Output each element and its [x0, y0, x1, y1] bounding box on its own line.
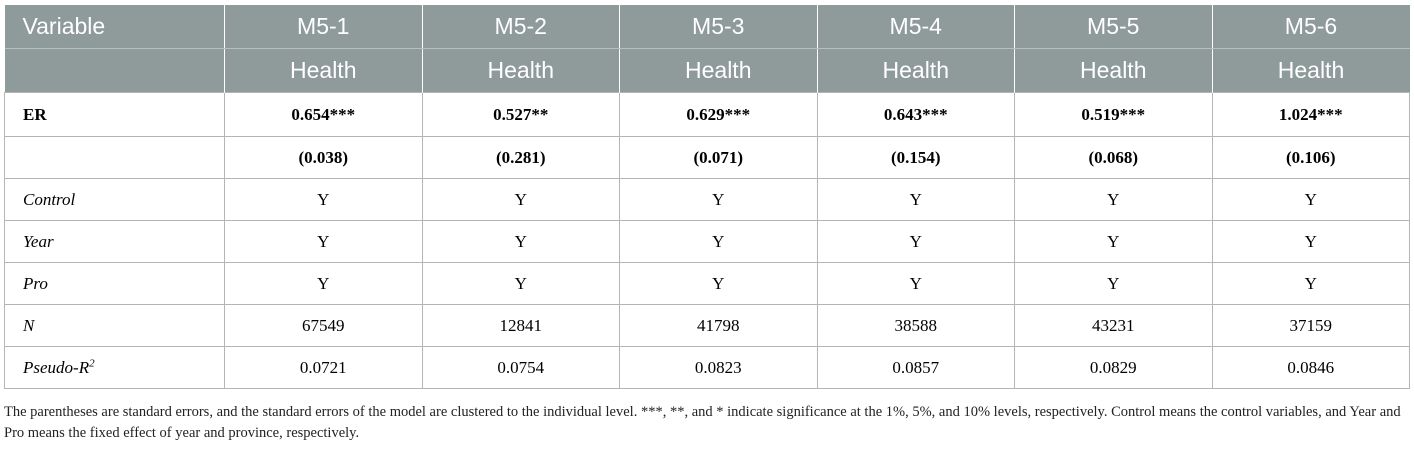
table-cell: Y — [224, 178, 423, 221]
table-cell: Y — [816, 178, 1015, 221]
table-cell: 12841 — [421, 304, 620, 347]
header-row-dependent: Health Health Health Health Health Healt… — [4, 48, 1410, 93]
table-cell: Y — [816, 262, 1015, 305]
table-cell: 0.0721 — [224, 346, 423, 389]
table-footnote: The parentheses are standard errors, and… — [4, 404, 1401, 441]
table-cell: 0.0823 — [619, 346, 818, 389]
table-cell: Y — [421, 220, 620, 263]
table-cell: 0.527** — [421, 92, 620, 137]
table-cell: 0.0829 — [1014, 346, 1213, 389]
table-cell: 43231 — [1014, 304, 1213, 347]
header-dependent: Health — [619, 48, 818, 93]
table-row-n: N 67549 12841 41798 38588 43231 37159 — [4, 304, 1410, 347]
header-row-models: Variable M5-1 M5-2 M5-3 M5-4 M5-5 M5-6 — [4, 5, 1410, 49]
row-label-superscript: 2 — [89, 356, 95, 369]
table-cell: Y — [1211, 178, 1410, 221]
table-row-pro: Pro Y Y Y Y Y Y — [4, 262, 1410, 305]
table-row-control: Control Y Y Y Y Y Y — [4, 178, 1410, 221]
header-empty — [4, 48, 225, 93]
table-cell: (0.106) — [1211, 136, 1410, 179]
table-cell: (0.154) — [816, 136, 1015, 179]
row-label-text: Pseudo-R — [23, 357, 90, 377]
table-cell: Y — [619, 262, 818, 305]
header-model: M5-4 — [817, 5, 1015, 49]
row-label: N — [4, 304, 225, 347]
header-dependent: Health — [1014, 48, 1213, 93]
table-cell: Y — [1014, 220, 1213, 263]
header-model: M5-6 — [1212, 5, 1410, 49]
table-cell: Y — [224, 262, 423, 305]
regression-table: Variable M5-1 M5-2 M5-3 M5-4 M5-5 M5-6 H… — [4, 5, 1410, 389]
table-cell: Y — [1014, 178, 1213, 221]
table-cell: Y — [1211, 220, 1410, 263]
header-model: M5-2 — [422, 5, 620, 49]
row-label: Pseudo-R2 — [4, 346, 225, 389]
row-label: Control — [4, 178, 225, 221]
table-cell: Y — [619, 178, 818, 221]
table-cell: 67549 — [224, 304, 423, 347]
header-model: M5-5 — [1014, 5, 1213, 49]
table-cell: (0.071) — [619, 136, 818, 179]
table-cell: 0.0754 — [421, 346, 620, 389]
table-cell: Y — [619, 220, 818, 263]
table-cell: Y — [816, 220, 1015, 263]
header-dependent: Health — [1212, 48, 1410, 93]
row-label: Pro — [4, 262, 225, 305]
table-cell: 0.629*** — [619, 92, 818, 137]
table-cell: Y — [421, 178, 620, 221]
row-label: ER — [4, 92, 225, 137]
regression-table-container: Variable M5-1 M5-2 M5-3 M5-4 M5-5 M5-6 H… — [4, 5, 1410, 389]
table-row-pseudo-r2: Pseudo-R2 0.0721 0.0754 0.0823 0.0857 0.… — [4, 346, 1410, 389]
table-cell: (0.038) — [224, 136, 423, 179]
table-row-er: ER 0.654*** 0.527** 0.629*** 0.643*** 0.… — [4, 92, 1410, 137]
header-dependent: Health — [224, 48, 423, 93]
table-cell: 38588 — [816, 304, 1015, 347]
table-cell: Y — [421, 262, 620, 305]
header-model: M5-3 — [619, 5, 818, 49]
header-dependent: Health — [422, 48, 620, 93]
table-cell: (0.068) — [1014, 136, 1213, 179]
table-cell: 0.654*** — [224, 92, 423, 137]
header-variable: Variable — [4, 5, 225, 49]
table-cell: 0.0857 — [816, 346, 1015, 389]
table-cell: 0.0846 — [1211, 346, 1410, 389]
table-header: Variable M5-1 M5-2 M5-3 M5-4 M5-5 M5-6 H… — [4, 5, 1410, 93]
table-cell: 0.643*** — [816, 92, 1015, 137]
table-row-standard-errors: (0.038) (0.281) (0.071) (0.154) (0.068) … — [4, 136, 1410, 179]
row-label: Year — [4, 220, 225, 263]
header-model: M5-1 — [224, 5, 423, 49]
table-cell: 1.024*** — [1211, 92, 1410, 137]
table-cell: 0.519*** — [1014, 92, 1213, 137]
table-cell: (0.281) — [421, 136, 620, 179]
table-cell: Y — [1211, 262, 1410, 305]
table-body: ER 0.654*** 0.527** 0.629*** 0.643*** 0.… — [4, 92, 1410, 389]
table-cell: 41798 — [619, 304, 818, 347]
table-cell: Y — [1014, 262, 1213, 305]
table-cell: 37159 — [1211, 304, 1410, 347]
table-cell: Y — [224, 220, 423, 263]
row-label — [4, 136, 225, 179]
table-row-year: Year Y Y Y Y Y Y — [4, 220, 1410, 263]
header-dependent: Health — [817, 48, 1015, 93]
